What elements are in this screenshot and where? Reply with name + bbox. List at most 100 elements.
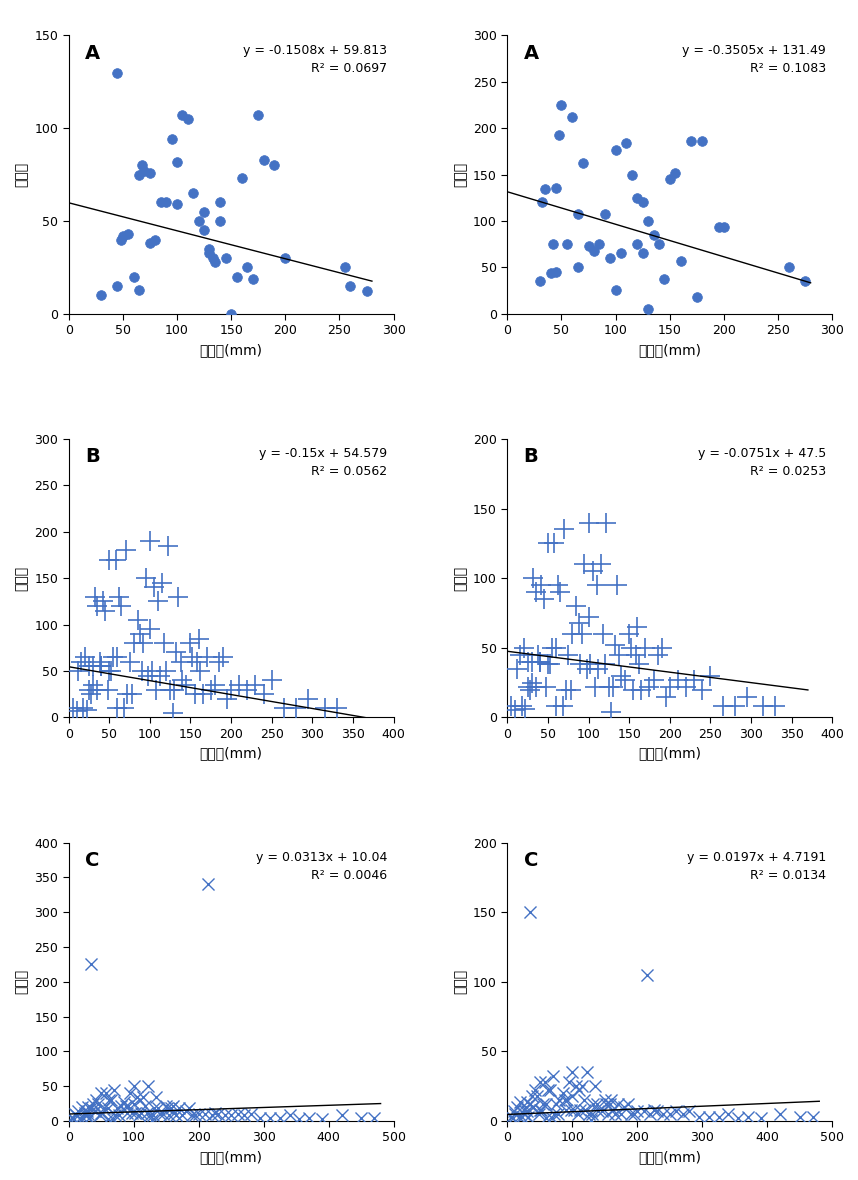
Point [687,670,701,689]
Point [167,680,181,699]
Point [504,1107,517,1126]
Point [170,152,184,171]
Point [178,1101,192,1120]
Point [147,578,160,597]
Point [111,276,124,295]
Point [193,662,207,681]
Point [569,1077,583,1096]
Point [773,1104,787,1123]
Point [511,660,524,678]
Point [614,244,628,263]
Point [65,1108,79,1127]
Point [517,1101,530,1120]
Point [663,170,677,189]
Point [589,1077,602,1096]
Point [659,687,673,706]
Point [798,271,812,290]
Point [556,697,570,716]
Point [135,662,148,681]
Point [67,1109,81,1128]
Point [515,1107,529,1126]
Point [76,699,90,717]
Point [205,1106,219,1125]
Point [521,653,535,671]
Point [216,648,230,667]
Point [153,667,166,686]
Point [521,677,535,696]
Point [505,1109,519,1128]
Point [214,211,227,230]
Point [120,684,134,703]
Point [611,1095,625,1114]
Point [91,1094,105,1113]
Point [111,699,124,717]
Point [82,680,96,699]
Point [189,1106,202,1125]
Point [185,648,199,667]
Point [582,513,595,532]
Point [273,1108,287,1127]
Text: C: C [85,851,100,870]
Point [629,645,643,664]
Point [151,592,165,611]
Point [149,1087,163,1106]
Point [188,684,202,703]
Point [511,1097,524,1116]
Point [135,1103,148,1122]
Point [541,655,555,674]
Point [551,1104,565,1123]
Point [560,235,574,254]
Point [533,271,547,290]
Point [263,1108,277,1127]
Point [740,687,754,706]
Point [143,532,157,551]
Point [152,1099,166,1117]
Point [106,1109,120,1128]
Point [169,1106,183,1125]
Point [102,662,116,681]
Point [656,1104,670,1123]
Point [531,645,545,664]
Point [160,194,173,212]
Point [533,1073,547,1092]
Point [507,1102,521,1121]
Point [115,597,129,616]
Text: y = 0.0197x + 4.7191
R² = 0.0134: y = 0.0197x + 4.7191 R² = 0.0134 [686,851,825,881]
Point [582,608,595,627]
Point [560,1090,574,1109]
Point [537,590,551,609]
Point [527,569,541,588]
Point [78,648,92,667]
Point [545,1109,559,1128]
Point [301,689,315,708]
Point [793,1107,807,1126]
Point [90,680,104,699]
Point [146,1106,160,1125]
Point [636,194,650,212]
Point [75,1097,88,1116]
Point [613,645,626,664]
Text: y = -0.0751x + 47.5
R² = 0.0253: y = -0.0751x + 47.5 R² = 0.0253 [698,447,825,478]
Point [619,670,632,689]
Point [191,629,205,648]
Point [543,655,557,674]
Point [558,1090,571,1109]
Point [538,1073,552,1092]
Point [208,1103,221,1122]
Point [636,244,650,263]
Point [329,699,343,717]
Point [78,1103,92,1122]
Point [575,1077,589,1096]
Point [161,536,175,555]
Point [163,680,177,699]
Point [655,638,668,657]
Point [230,267,244,286]
Point [619,133,633,152]
Point [224,680,238,699]
Text: y = -0.15x + 54.579
R² = 0.0562: y = -0.15x + 54.579 R² = 0.0562 [259,447,387,478]
Point [614,667,628,686]
Point [525,673,539,691]
Point [671,670,685,689]
Point [74,1108,88,1127]
Point [145,662,159,681]
